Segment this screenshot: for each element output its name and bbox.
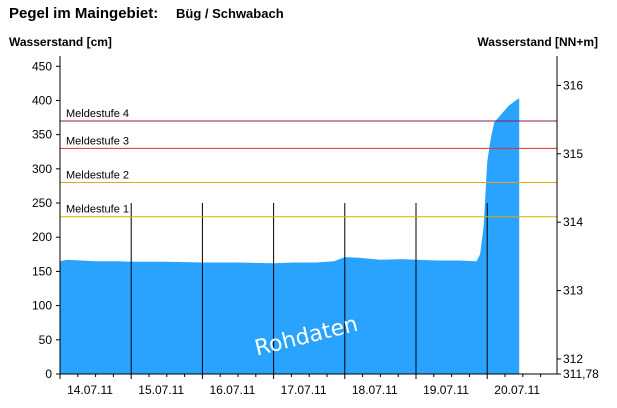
y-tick-label-right: 313 [563, 284, 583, 298]
x-tick-label: 15.07.11 [138, 383, 184, 397]
chart-title-station: Büg / Schwabach [176, 6, 284, 21]
y-tick-label-left: 300 [32, 162, 52, 176]
y-tick-label-right: 312 [563, 352, 583, 366]
x-tick-label: 16.07.11 [209, 383, 255, 397]
x-tick-label: 14.07.11 [67, 383, 113, 397]
threshold-label: Meldestufe 3 [66, 135, 129, 147]
threshold-label: Meldestufe 1 [66, 204, 129, 216]
y-tick-label-left: 150 [32, 264, 52, 278]
plot-area [60, 98, 520, 375]
threshold-label: Meldestufe 2 [66, 170, 129, 182]
y-tick-label-right: 315 [563, 147, 583, 161]
series-area [60, 98, 520, 375]
y-axis-right-label: Wasserstand [NN+m] [477, 35, 598, 49]
y-tick-label-right: 314 [563, 215, 583, 229]
y-tick-label-left: 200 [32, 230, 52, 244]
y-tick-label-right: 311,78 [563, 367, 599, 381]
x-tick-label: 17.07.11 [281, 383, 327, 397]
y-tick-label-left: 100 [32, 299, 52, 313]
x-tick-label: 18.07.11 [352, 383, 398, 397]
y-axis-left-label: Wasserstand [cm] [9, 35, 112, 49]
y-tick-label-left: 400 [32, 93, 52, 107]
y-tick-label-left: 350 [32, 128, 52, 142]
x-tick-label: 19.07.11 [423, 383, 469, 397]
y-tick-label-left: 50 [39, 333, 53, 347]
chart-title-prefix: Pegel im Maingebiet: [9, 5, 158, 22]
y-tick-label-left: 450 [32, 59, 52, 73]
threshold-lines: Meldestufe 4 Meldestufe 3 Meldestufe 2 Meld… [60, 108, 557, 218]
y-tick-label-left: 0 [45, 367, 52, 381]
threshold-label: Meldestufe 4 [66, 108, 129, 120]
y-tick-label-left: 250 [32, 196, 52, 210]
y-tick-label-right: 316 [563, 78, 583, 92]
x-tick-label: 20.07.11 [494, 383, 540, 397]
